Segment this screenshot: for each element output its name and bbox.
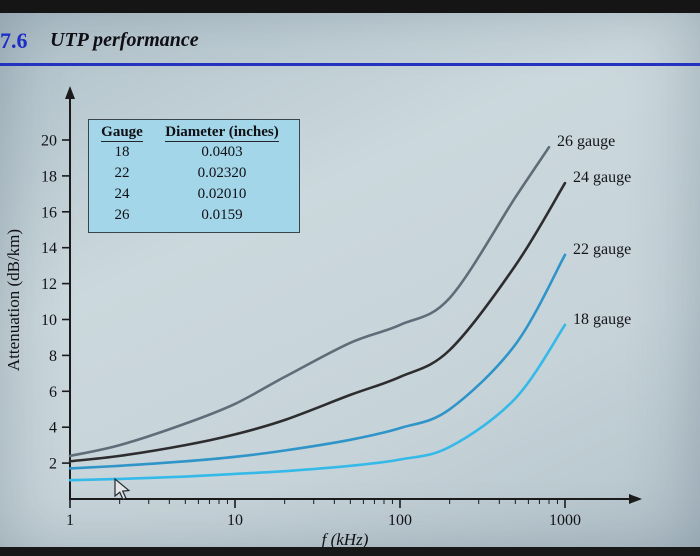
y-tick-label: 2 (49, 456, 57, 473)
table-row: 26 0.0159 (94, 205, 294, 226)
photo-edge-top (0, 0, 700, 13)
x-tick-label: 1 (66, 512, 74, 529)
gauge-value: 26 (114, 207, 130, 223)
table-row: 24 0.02010 (94, 184, 294, 205)
y-tick-label: 18 (41, 168, 57, 185)
y-tick-label: 12 (41, 276, 57, 293)
curve-label-22-gauge: 22 gauge (573, 240, 632, 258)
curve-18-gauge (68, 323, 567, 482)
y-tick-label: 14 (41, 240, 57, 257)
diameter-value: 0.02320 (197, 165, 247, 181)
y-tick-label: 16 (41, 204, 57, 221)
diameter-value: 0.02010 (197, 186, 247, 202)
y-tick-label: 10 (41, 312, 57, 329)
curve-24-gauge (68, 181, 567, 463)
y-tick-label: 6 (49, 384, 57, 401)
x-tick-label: 100 (388, 512, 412, 529)
y-tick-label: 8 (49, 348, 57, 365)
header-rule (0, 63, 700, 66)
curve-label-26-gauge: 26 gauge (557, 133, 616, 151)
gauge-value: 18 (114, 144, 130, 160)
gauge-value: 22 (114, 165, 130, 181)
gauge-value: 24 (114, 186, 130, 202)
mouse-cursor-icon (114, 477, 131, 501)
section-header: 7.6 UTP performance (0, 26, 700, 60)
y-tick-label: 20 (41, 133, 57, 150)
photo-edge-bottom (0, 547, 700, 556)
gauge-diameter-table: Gauge Diameter (inches) 18 0.0403 22 0.0… (88, 119, 300, 233)
table-header-diameter: Diameter (inches) (165, 124, 279, 142)
table-header-row: Gauge Diameter (inches) (94, 123, 294, 142)
section-number: 7.6 (0, 28, 28, 53)
curve-22-gauge (68, 253, 567, 470)
curve-label-18-gauge: 18 gauge (573, 310, 632, 328)
x-axis-arrow (629, 494, 642, 504)
table-row: 22 0.02320 (94, 163, 294, 184)
diameter-value: 0.0403 (201, 144, 243, 160)
table-row: 18 0.0403 (94, 142, 294, 163)
x-axis-label: f (kHz) (321, 530, 369, 549)
diameter-value: 0.0159 (201, 207, 243, 223)
curve-label-24-gauge: 24 gauge (573, 169, 632, 187)
x-tick-label: 1000 (549, 512, 581, 529)
section-title: UTP performance (50, 29, 199, 51)
table-header-gauge: Gauge (101, 124, 143, 142)
y-tick-label: 4 (49, 420, 57, 437)
gauge-table: Gauge Diameter (inches) 18 0.0403 22 0.0… (94, 123, 294, 226)
x-tick-label: 10 (227, 512, 243, 529)
y-axis-arrow (65, 86, 75, 99)
curve-26-gauge (68, 145, 551, 458)
